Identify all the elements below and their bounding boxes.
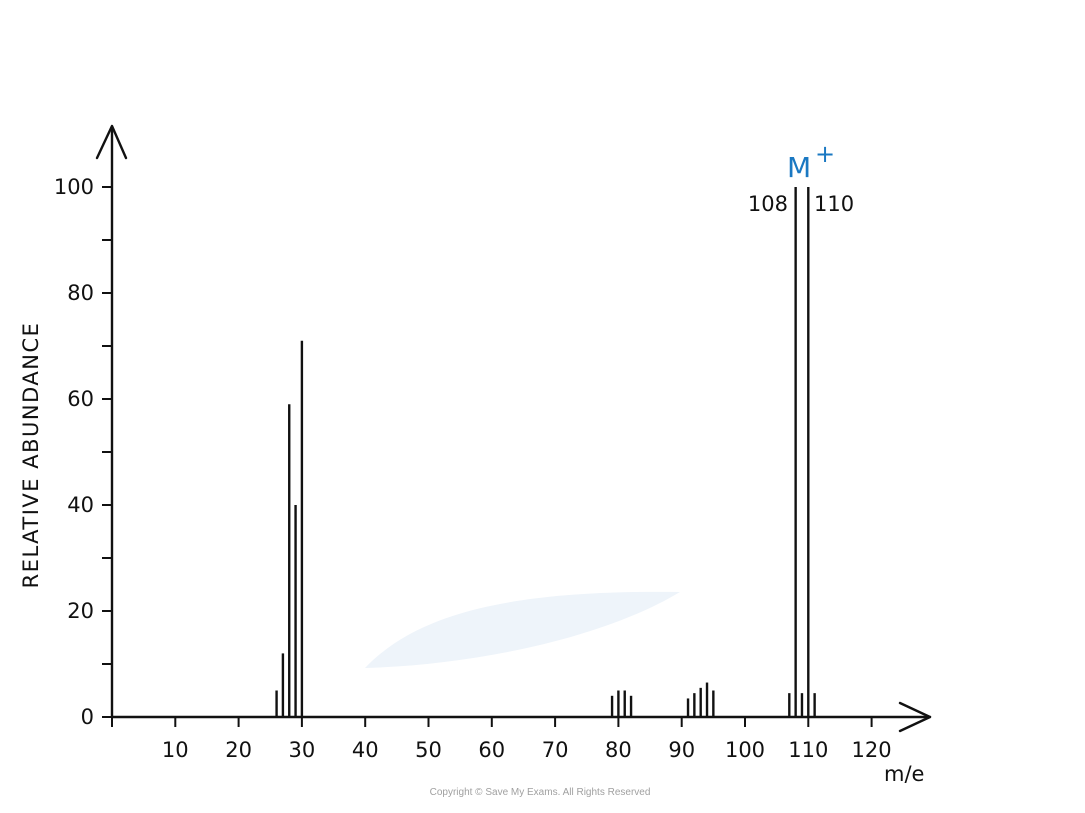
x-tick-label: 90: [668, 738, 695, 762]
y-tick-label: 100: [54, 175, 94, 199]
molecular-ion-superscript: +: [815, 140, 835, 168]
y-tick-label: 40: [67, 493, 94, 517]
y-tick-label: 20: [67, 599, 94, 623]
x-axis-arrowhead: [898, 701, 932, 733]
y-tick-label: 60: [67, 387, 94, 411]
x-tick-label: 50: [415, 738, 442, 762]
x-tick-label: 70: [542, 738, 569, 762]
x-tick-label: 120: [852, 738, 892, 762]
x-axis-label: m/e: [884, 762, 924, 786]
x-tick-label: 20: [225, 738, 252, 762]
x-tick-label: 110: [788, 738, 828, 762]
x-ticks: 10 20 30 40 50 60 70 80 90 100 110 120: [111, 717, 892, 762]
peak-label-108: 108: [748, 192, 788, 216]
x-tick-label: 60: [478, 738, 505, 762]
y-axis-arrowhead: [95, 124, 128, 160]
copyright-text: Copyright © Save My Exams. All Rights Re…: [430, 787, 651, 798]
peak-label-110: 110: [814, 192, 854, 216]
spectrum-peaks: [275, 187, 816, 717]
x-tick-label: 30: [289, 738, 316, 762]
molecular-ion-label: M: [787, 151, 811, 184]
y-tick-label: 80: [67, 281, 94, 305]
y-tick-label: 0: [81, 705, 94, 729]
y-axis-label: RELATIVE ABUNDANCE: [19, 322, 43, 589]
x-tick-label: 40: [352, 738, 379, 762]
watermark-logo: [365, 591, 680, 668]
x-tick-label: 10: [162, 738, 189, 762]
x-tick-label: 80: [605, 738, 632, 762]
x-tick-label: 100: [725, 738, 765, 762]
y-ticks: 0 20 40 60 80 100: [54, 175, 112, 729]
